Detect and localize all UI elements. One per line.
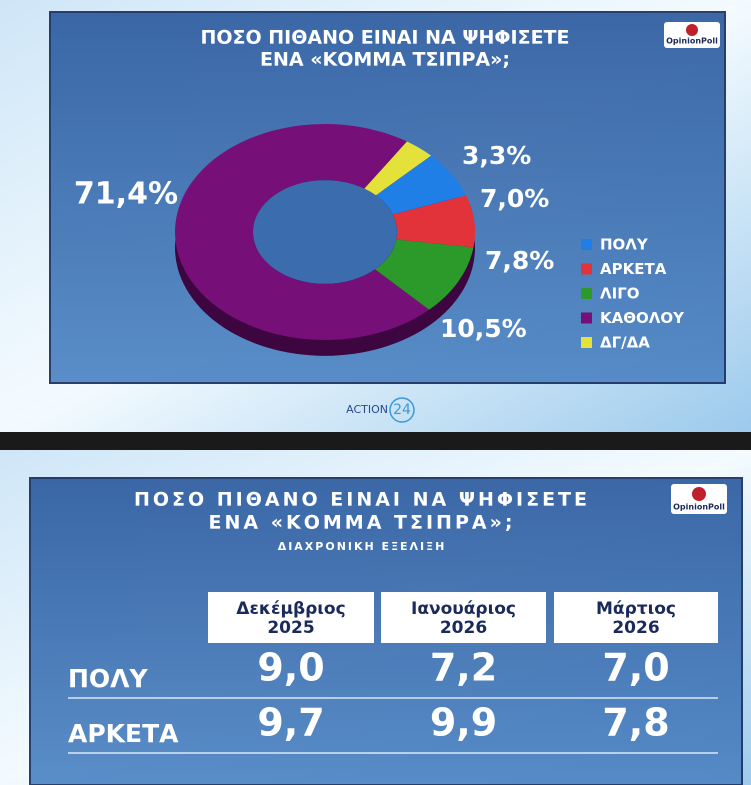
column-header: 2025 [267,618,314,638]
column-header: Μάρτιος [596,599,676,619]
donut [175,124,475,356]
table-subtitle: ΔΙΑΧΡΟΝΙΚΗ ΕΞΕΛΙΞΗ [278,540,447,553]
legend-label: ΑΡΚΕΤΑ [600,260,667,278]
legend-swatch [581,337,592,348]
donut-segment [364,141,432,196]
column-header: Δεκέμβριος [236,599,345,619]
column-header-box [554,592,718,643]
legend-label: ΠΟΛΥ [600,236,649,254]
column-header: Ιανουάριος [411,599,516,619]
legend-swatch [581,288,592,299]
chart-title: ΠΟΣΟ ΠΙΘΑΝΟ ΕΙΝΑΙ ΝΑ ΨΗΦΙΣΕΤΕ [200,27,569,49]
cell: 7,0 [602,646,669,690]
legend-swatch [581,239,592,250]
cell: 9,7 [257,701,324,745]
legend-swatch [581,312,592,324]
poll-logo: OpinionPoll [666,37,718,46]
value-label: 10,5% [440,314,527,343]
divider [0,432,751,450]
column-header: 2026 [612,618,659,638]
cell: 7,8 [602,701,669,745]
donut-hole [253,180,397,284]
row-label: ΑΡΚΕΤΑ [68,719,179,748]
value-label: 7,0% [480,184,549,213]
row-label: ΠΟΛΥ [68,664,149,693]
donut-segment [175,124,430,341]
column-header-box [208,592,374,643]
poll-logo-icon [692,487,706,501]
legend-label: ΚΑΘΟΛΟΥ [600,309,685,327]
value-label: 7,8% [485,246,554,275]
chart-title: ΕΝΑ «ΚΟΜΜΑ ΤΣΙΠΡΑ»; [260,49,510,71]
channel-logo: ACTION [346,403,388,416]
poll-logo: OpinionPoll [673,503,725,512]
cell: 9,0 [257,646,324,690]
cell: 9,9 [430,701,497,745]
table-title: ΠΟΣΟ ΠΙΘΑΝΟ ΕΙΝΑΙ ΝΑ ΨΗΦΙΣΕΤΕ [134,489,590,511]
donut-segment [375,155,467,215]
value-label: 3,3% [462,141,531,170]
legend-swatch [581,263,592,275]
column-header: 2026 [440,618,487,638]
channel-logo-number: 24 [393,402,411,418]
table-title: ΕΝΑ «ΚΟΜΜΑ ΤΣΙΠΡΑ»; [209,512,516,534]
legend-label: ΔΓ/ΔΑ [600,334,650,352]
poll-logo-icon [686,24,698,36]
legend-label: ΛΙΓΟ [600,285,640,303]
donut-segment [374,239,474,310]
value-label: 71,4% [74,177,178,212]
cell: 7,2 [430,646,497,690]
column-header-box [381,592,546,643]
channel-logo-ring [389,397,415,423]
donut-segment [392,195,475,248]
